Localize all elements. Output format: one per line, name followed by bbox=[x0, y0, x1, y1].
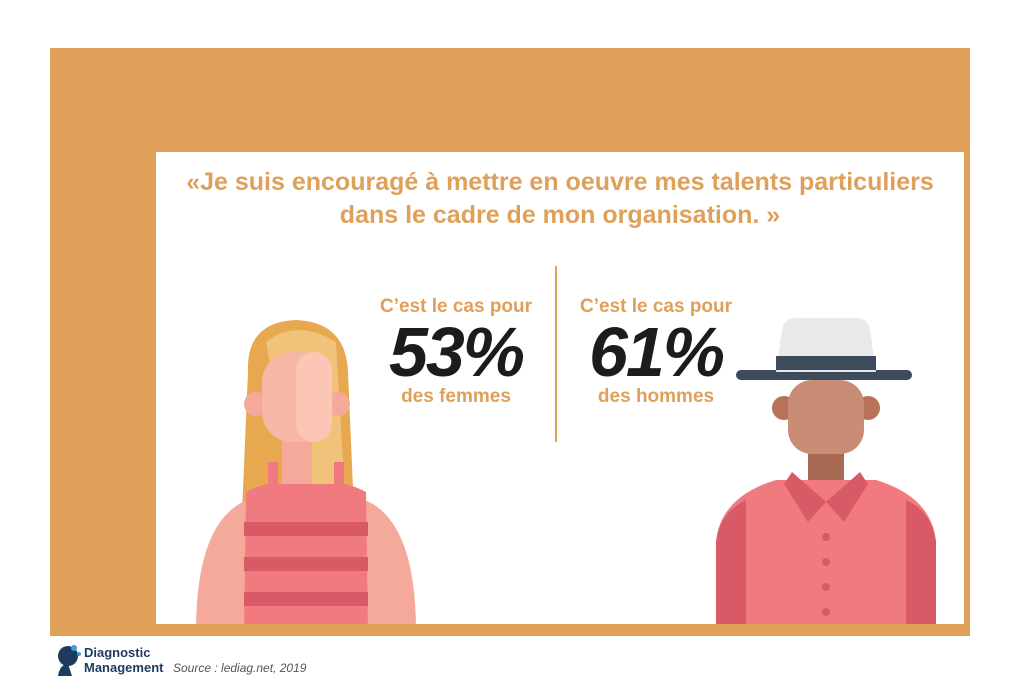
men-tail-text: des hommes bbox=[597, 386, 715, 407]
women-tail-text: des femmes bbox=[401, 386, 511, 407]
brand-name: Diagnostic Management bbox=[84, 645, 163, 675]
women-lead-text: C’est le cas pour bbox=[379, 296, 533, 317]
source-text: Source : lediag.net, 2019 bbox=[173, 661, 307, 675]
men-lead-text: C’est le cas pour bbox=[579, 296, 733, 317]
brand-line-1: Diagnostic bbox=[84, 645, 151, 660]
men-percent: 61% bbox=[588, 313, 725, 391]
quote-line-2: dans le cadre de mon organisation. » bbox=[339, 201, 781, 229]
quote-text: «Je suis encouragé à mettre en oeuvre me… bbox=[156, 166, 964, 232]
orange-frame: «Je suis encouragé à mettre en oeuvre me… bbox=[50, 48, 970, 636]
brand-line-2: Management bbox=[84, 660, 164, 675]
women-percent: 53% bbox=[388, 313, 525, 391]
brand-logo-icon bbox=[58, 645, 81, 676]
man-illustration bbox=[716, 318, 936, 624]
infographic-panel: «Je suis encouragé à mettre en oeuvre me… bbox=[156, 152, 964, 624]
men-stat: C’est le cas pour 61% des hommes bbox=[566, 296, 746, 408]
women-stat: C’est le cas pour 53% des femmes bbox=[366, 296, 546, 408]
center-divider bbox=[555, 266, 557, 442]
quote-line-1: «Je suis encouragé à mettre en oeuvre me… bbox=[186, 168, 934, 196]
woman-illustration bbox=[196, 320, 416, 624]
